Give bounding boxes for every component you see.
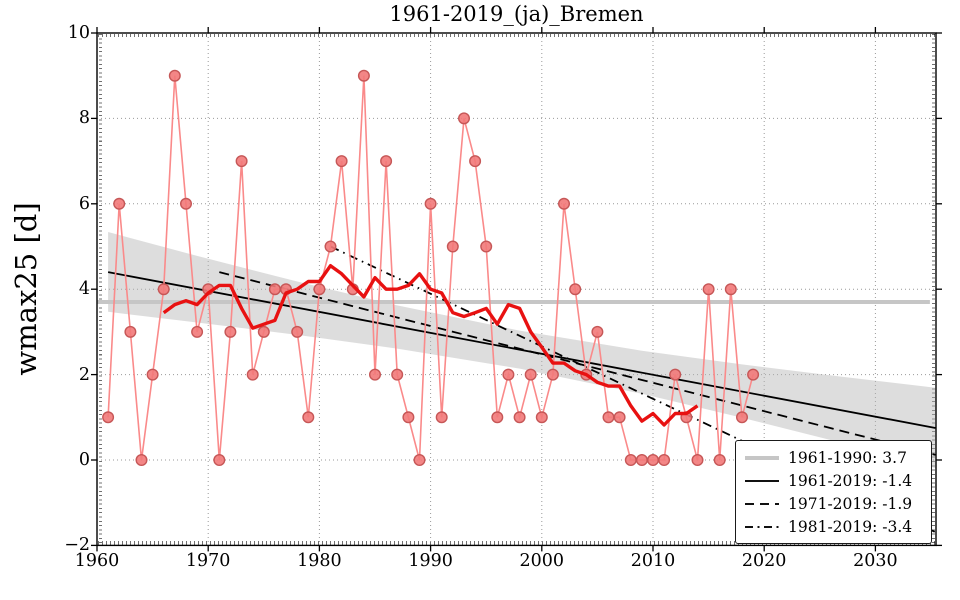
annual-data-point [435, 411, 448, 424]
y-tick-label: 2 [78, 364, 90, 385]
annual-data-point [736, 411, 749, 424]
x-tick-label: 2010 [630, 551, 676, 571]
annual-data-point [257, 325, 270, 338]
annual-data-point [458, 112, 471, 125]
dashed-line-sample-icon [745, 502, 779, 505]
x-tick-label: 2020 [741, 551, 787, 571]
annual-data-point [524, 368, 537, 381]
y-tick-label: 4 [78, 279, 90, 300]
annual-data-point [380, 155, 393, 168]
annual-data-point [513, 411, 526, 424]
annual-data-point [446, 240, 459, 253]
annual-data-point [669, 368, 682, 381]
annual-data-point [558, 197, 571, 210]
legend-item-trend-1961: 1961-2019: -1.4 [745, 470, 923, 492]
annual-data-point [168, 69, 181, 82]
y-tick-label: −2 [64, 535, 90, 556]
annual-data-point [224, 325, 237, 338]
legend-label: 1981-2019: -3.4 [788, 517, 913, 536]
annual-data-point [135, 454, 148, 467]
annual-data-point [324, 240, 337, 253]
solid-line-sample-icon [745, 479, 779, 482]
x-tick-label: 2000 [519, 551, 565, 571]
y-tick-label: 10 [67, 23, 90, 43]
annual-data-point [635, 454, 648, 467]
annual-data-point [413, 454, 426, 467]
minor-ticks-bottom [98, 541, 935, 545]
annual-data-point [302, 411, 315, 424]
x-tick-label: 1980 [297, 551, 342, 571]
annual-data-point [602, 411, 615, 424]
annual-data-point [724, 283, 737, 296]
annual-data-point [424, 197, 437, 210]
annual-data-point [691, 454, 704, 467]
annual-data-point [713, 454, 726, 467]
annual-data-point [535, 411, 548, 424]
annual-data-point [658, 454, 671, 467]
annual-data-point [335, 155, 348, 168]
smoothed-series-line [162, 264, 699, 427]
annual-data-point [313, 283, 326, 296]
annual-data-point [402, 411, 415, 424]
annual-data-point [124, 325, 137, 338]
annual-data-point [647, 454, 660, 467]
annual-data-point [502, 368, 515, 381]
annual-data-point [391, 368, 404, 381]
legend-item-trend-1981: 1981-2019: -3.4 [745, 516, 923, 538]
annual-data-point [702, 283, 715, 296]
x-tick-label: 1990 [408, 551, 453, 571]
annual-data-point [624, 454, 637, 467]
annual-data-point [113, 197, 126, 210]
annual-data-point [213, 454, 226, 467]
annual-data-point [469, 155, 482, 168]
minor-ticks-top [98, 33, 935, 37]
minor-ticks-left [98, 34, 102, 544]
axes-spines [96, 32, 937, 547]
dashdot-line-sample-icon [745, 525, 779, 528]
legend-item-trend-1971: 1971-2019: -1.9 [745, 493, 923, 515]
x-tick-label: 1960 [74, 551, 120, 571]
legend-label: 1961-1990: 3.7 [788, 448, 907, 467]
annual-data-point [546, 368, 559, 381]
legend: 1961-1990: 3.7 1961-2019: -1.4 1971-2019… [735, 440, 932, 544]
legend-label: 1961-2019: -1.4 [788, 471, 913, 490]
chart-title: 1961-2019_(ja)_Bremen [389, 2, 644, 26]
annual-data-point [246, 368, 259, 381]
annual-data-point [491, 411, 504, 424]
annual-data-point [102, 411, 115, 424]
annual-data-point [369, 368, 382, 381]
annual-data-point [591, 325, 604, 338]
y-tick-label: 8 [78, 108, 90, 129]
gray-line-sample-icon [745, 455, 779, 460]
x-tick-label: 2030 [853, 551, 898, 571]
annual-data-point [235, 155, 248, 168]
annual-data-point [747, 368, 760, 381]
annual-data-point [480, 240, 493, 253]
annual-data-point [179, 197, 192, 210]
annual-data-point [191, 325, 204, 338]
annual-data-point [569, 283, 582, 296]
legend-label: 1971-2019: -1.9 [788, 494, 913, 513]
legend-item-mean: 1961-1990: 3.7 [745, 447, 923, 469]
annual-data-point [613, 411, 626, 424]
annual-data-point [157, 283, 170, 296]
annual-data-point [357, 69, 370, 82]
y-tick-label: 0 [78, 450, 90, 470]
x-tick-label: 1970 [185, 551, 231, 571]
annual-data-point [291, 325, 304, 338]
annual-data-point [268, 283, 281, 296]
annual-data-point [146, 368, 159, 381]
y-tick-label: 6 [78, 193, 90, 214]
